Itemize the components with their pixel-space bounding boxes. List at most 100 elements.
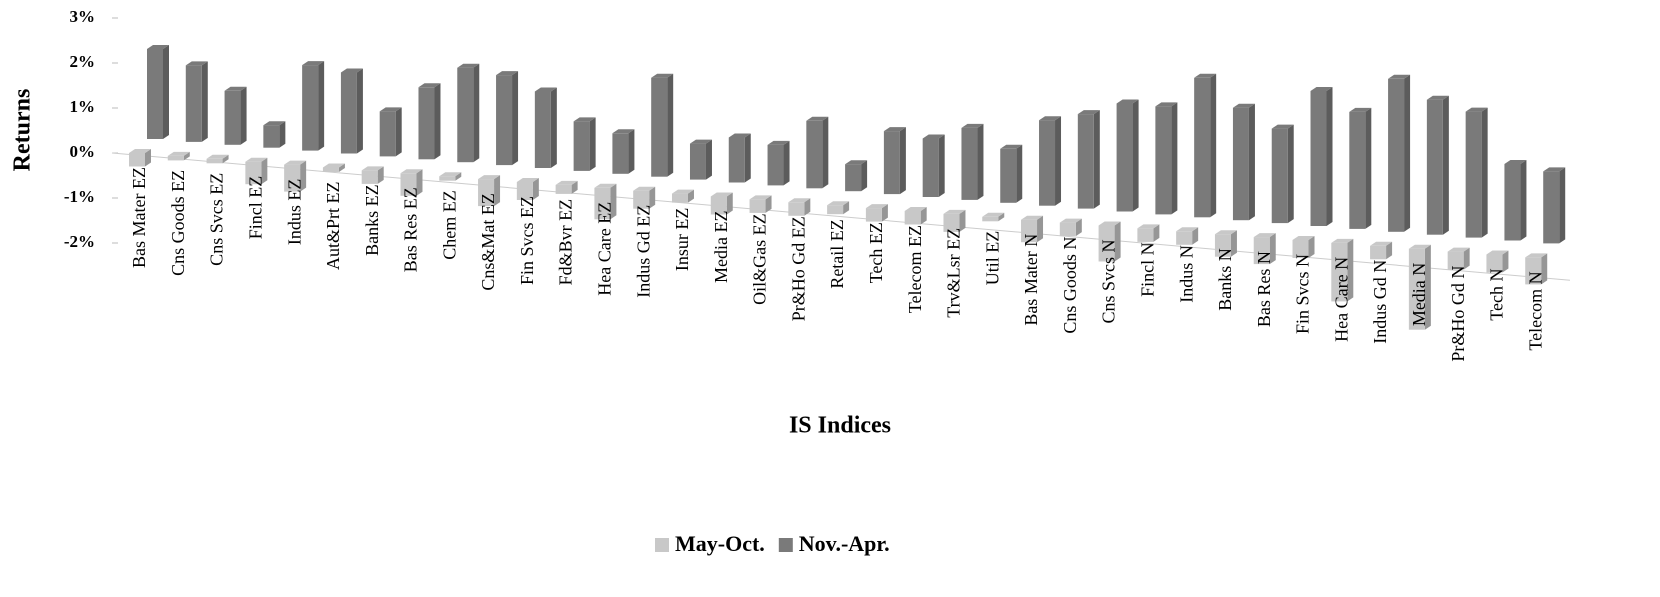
bar xyxy=(1000,148,1017,203)
bar-top xyxy=(1021,215,1044,220)
bar-group xyxy=(594,183,617,220)
bar-top xyxy=(904,207,927,211)
bar-side xyxy=(318,61,325,151)
bar xyxy=(633,190,650,209)
bar-group xyxy=(1525,253,1548,285)
x-tick-label: Fincl N xyxy=(1138,242,1158,297)
bar-group xyxy=(612,129,635,174)
x-tick-label: Bas Mater N xyxy=(1021,234,1041,326)
bar-top xyxy=(496,71,519,76)
bar-group xyxy=(671,189,694,203)
bar-side xyxy=(261,157,268,185)
bar-side xyxy=(705,139,712,180)
bar-top xyxy=(516,178,539,182)
bar-top xyxy=(555,180,578,185)
bar-group xyxy=(302,61,325,151)
bar-group xyxy=(1155,102,1178,215)
bar-group xyxy=(749,195,772,213)
bar-side xyxy=(1230,230,1237,257)
bar-side xyxy=(1481,107,1488,238)
bar-top xyxy=(302,61,325,66)
bar-side xyxy=(222,154,229,164)
bar-group xyxy=(865,204,888,222)
bar-group xyxy=(1370,241,1393,260)
bar-group xyxy=(361,166,384,184)
bar xyxy=(1525,257,1542,285)
bar xyxy=(129,153,145,167)
bar-side xyxy=(1093,110,1100,209)
bar-top xyxy=(1039,116,1062,121)
bar xyxy=(1176,231,1193,245)
bar xyxy=(594,187,611,220)
bar-side xyxy=(589,117,596,171)
bar-top xyxy=(710,192,733,197)
y-tick-label: -2% xyxy=(64,232,95,251)
bar-group xyxy=(827,201,850,215)
bar xyxy=(689,143,706,180)
bar-group xyxy=(496,71,519,166)
bar xyxy=(1155,106,1172,215)
x-tick-label: Trv&Lsr EZ xyxy=(944,228,964,318)
bar-top xyxy=(806,116,829,121)
bar-side xyxy=(744,133,751,183)
bar-group xyxy=(457,63,480,163)
bar-top xyxy=(1292,236,1315,240)
bar-top xyxy=(1408,244,1431,249)
bar-side xyxy=(201,61,208,142)
x-tick-label: Hea Care N xyxy=(1331,257,1351,342)
x-tick-label: Bas Res EZ xyxy=(401,187,421,272)
x-tick-label: Indus Gd N xyxy=(1370,260,1390,344)
bar-group xyxy=(284,160,307,192)
bar xyxy=(263,125,280,148)
bar-group xyxy=(1426,95,1449,235)
bar xyxy=(943,213,960,232)
bar-group xyxy=(788,198,811,216)
bar xyxy=(496,75,513,166)
bar-side xyxy=(920,207,927,225)
bar xyxy=(1253,237,1270,265)
bar-top xyxy=(340,68,363,73)
bar xyxy=(1408,248,1425,330)
x-tick-label: Fin Svcs EZ xyxy=(517,196,537,285)
bar-top xyxy=(263,121,286,126)
x-tick-label: Hea Care EZ xyxy=(595,202,615,296)
bar-top xyxy=(1370,241,1393,246)
bar-group xyxy=(1039,116,1062,206)
bar-group xyxy=(340,68,363,154)
bar-side xyxy=(804,198,811,216)
bar-group xyxy=(767,140,790,186)
x-tick-label: Pr&Ho Gd EZ xyxy=(788,216,808,321)
y-axis-title: Returns xyxy=(10,89,36,172)
bar-top xyxy=(788,198,811,203)
bar-group xyxy=(806,116,829,189)
bar-top xyxy=(1077,110,1100,115)
bar xyxy=(340,72,357,154)
bar xyxy=(904,211,921,225)
bar-side xyxy=(1210,73,1217,218)
bar-side xyxy=(687,189,694,203)
bar xyxy=(1310,91,1327,226)
bar-side xyxy=(1248,103,1255,221)
bar xyxy=(982,216,999,222)
bar-top xyxy=(147,45,169,49)
bar-group xyxy=(1194,73,1217,218)
bar xyxy=(1426,99,1443,235)
bar xyxy=(1232,107,1249,221)
bar xyxy=(1214,234,1231,257)
bar-group xyxy=(206,154,229,164)
bar-group xyxy=(943,209,966,232)
legend-label: Nov.-Apr. xyxy=(799,531,890,556)
x-tick-label: Bas Res N xyxy=(1254,251,1274,327)
bar xyxy=(418,87,435,160)
bar-side xyxy=(1463,247,1470,270)
bar-side xyxy=(395,107,402,157)
bar-group xyxy=(1253,233,1276,265)
bar-side xyxy=(1404,74,1411,232)
bar-side xyxy=(532,178,539,200)
bar-side xyxy=(1347,238,1354,302)
bar xyxy=(710,196,727,215)
bar-side xyxy=(356,68,363,154)
bar-side xyxy=(1365,107,1372,229)
bar-group xyxy=(1137,224,1160,242)
bar-side xyxy=(667,73,674,177)
